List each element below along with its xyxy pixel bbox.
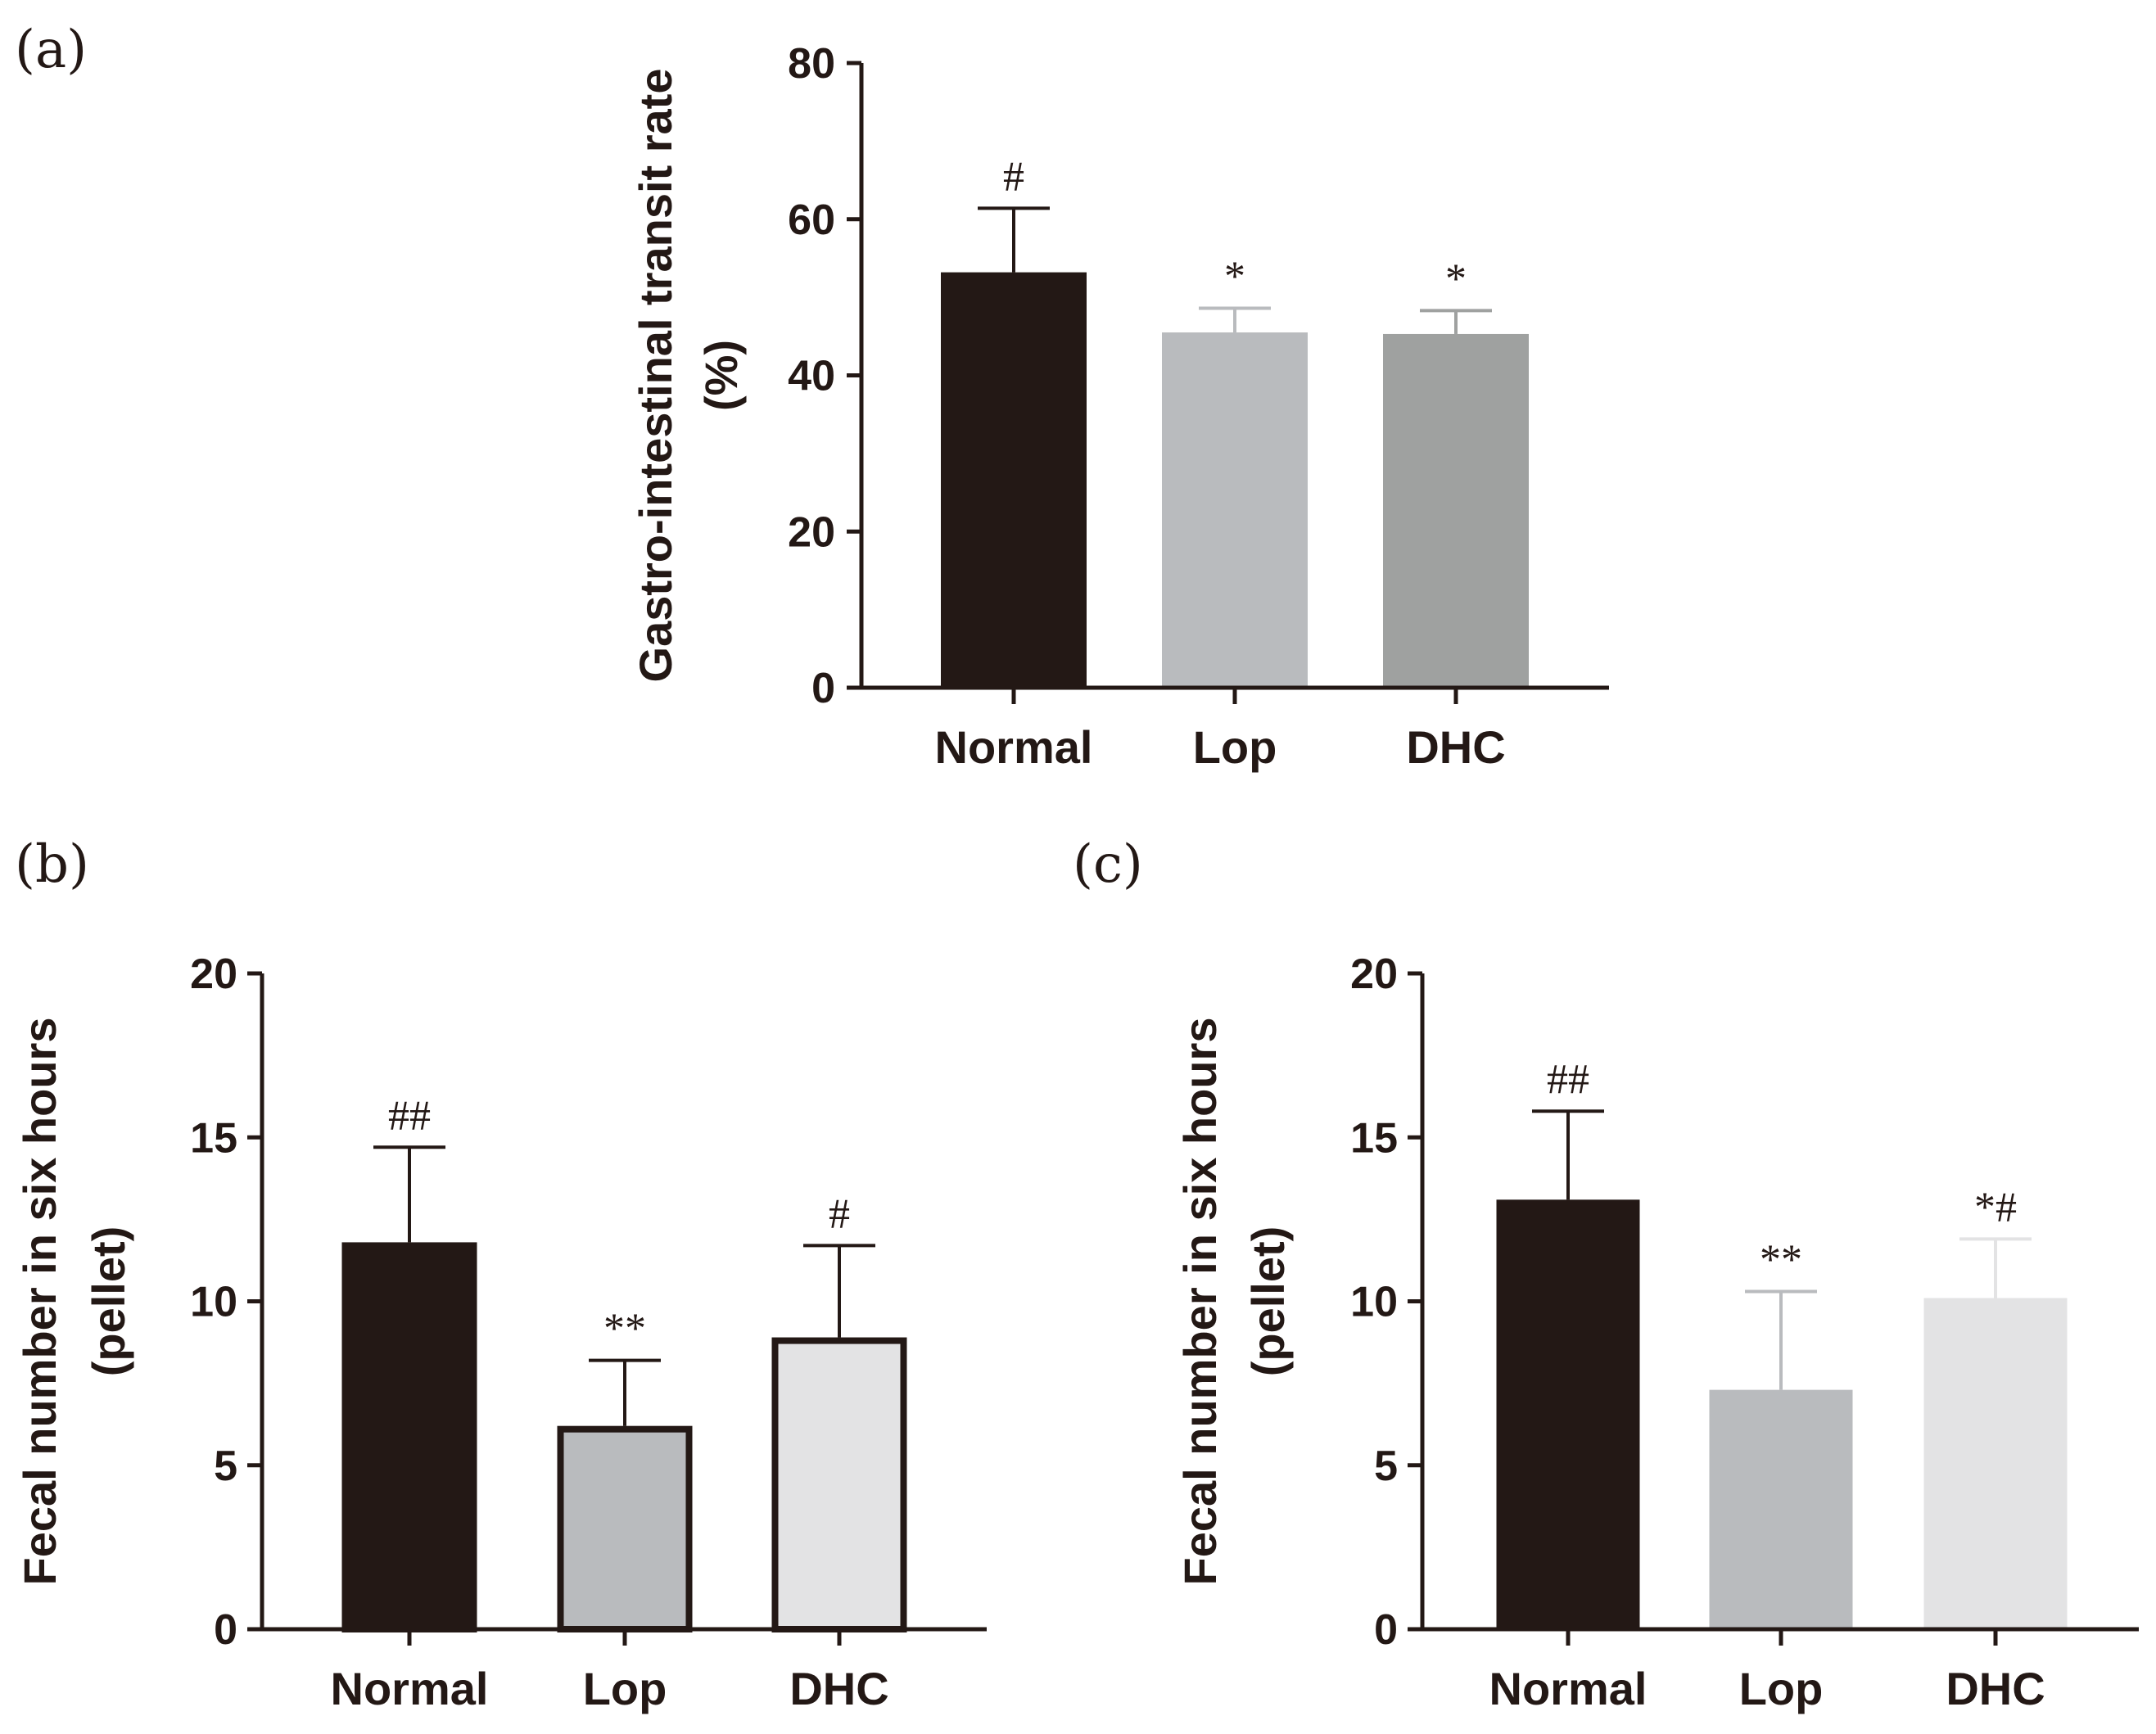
panel-label: (c): [1073, 834, 1143, 895]
x-tick-label-normal: Normal: [935, 721, 1093, 773]
significance-lop: **: [603, 1306, 646, 1352]
y-tick-label: 20: [788, 508, 835, 556]
bar-dhc: [1383, 333, 1529, 688]
y-tick-label: 5: [214, 1443, 237, 1490]
bar-normal: [341, 1242, 477, 1633]
significance-lop: **: [1760, 1236, 1802, 1283]
chart-a-gastrointestinal-transit: (a) Gastro-intestinal transit rate (%) # * * 0…: [15, 20, 1609, 773]
bar-dhc: [771, 1337, 907, 1633]
y-axis-unit: (%): [695, 340, 747, 411]
x-tick-label-lop: Lop: [1193, 721, 1277, 773]
x-tick-label-normal: Normal: [331, 1663, 489, 1714]
y-axis-title: Fecal number in six hours: [1174, 1018, 1226, 1586]
x-tick-label-dhc: DHC: [1946, 1663, 2045, 1714]
x-tick-label-normal: Normal: [1489, 1663, 1648, 1714]
x-tick-label-dhc: DHC: [1406, 721, 1505, 773]
bar-lop: [1162, 332, 1308, 688]
significance-normal: #: [1003, 153, 1024, 200]
y-axis-unit: (pellet): [1242, 1226, 1294, 1377]
panel-label: (b): [15, 834, 89, 895]
significance-dhc: *: [1445, 255, 1467, 302]
y-tick-label: 0: [1374, 1606, 1398, 1654]
y-axis-title: Fecal number in six hours: [14, 1018, 66, 1586]
bar-lop: [557, 1425, 693, 1632]
y-axis-title: Gastro-intestinal transit rate: [630, 69, 681, 683]
y-tick-label: 10: [190, 1279, 237, 1326]
bar-normal: [1496, 1199, 1640, 1629]
y-axis-unit: (pellet): [83, 1226, 134, 1377]
y-tick-label: 10: [1350, 1279, 1398, 1326]
significance-dhc: #: [829, 1190, 850, 1237]
y-tick-label: 80: [788, 40, 835, 88]
significance-normal: ##: [1547, 1056, 1589, 1103]
y-tick-label: 0: [214, 1606, 237, 1654]
chart-b-fecal-number: (b) Fecal number in six hours (pellet) ## **…: [14, 834, 987, 1714]
y-tick-label: 40: [788, 353, 835, 400]
bar-dhc: [1923, 1298, 2068, 1629]
significance-lop: *: [1224, 253, 1245, 300]
y-tick-label: 20: [190, 951, 237, 998]
y-tick-label: 15: [190, 1114, 237, 1162]
significance-normal: ##: [388, 1092, 431, 1139]
y-tick-label: 0: [811, 665, 835, 712]
significance-dhc: *#: [1974, 1184, 2017, 1231]
x-tick-label-lop: Lop: [583, 1663, 667, 1714]
x-tick-label-dhc: DHC: [789, 1663, 888, 1714]
panel-label: (a): [15, 20, 87, 80]
y-tick-label: 15: [1350, 1114, 1398, 1162]
y-tick-label: 60: [788, 196, 835, 244]
x-tick-label-lop: Lop: [1739, 1663, 1824, 1714]
y-tick-label: 20: [1350, 951, 1398, 998]
bar-normal: [941, 272, 1087, 688]
chart-c-fecal-number: (c) Fecal number in six hours (pellet) ## **…: [1073, 834, 2139, 1714]
y-tick-label: 5: [1374, 1443, 1398, 1490]
bar-lop: [1709, 1389, 1853, 1629]
